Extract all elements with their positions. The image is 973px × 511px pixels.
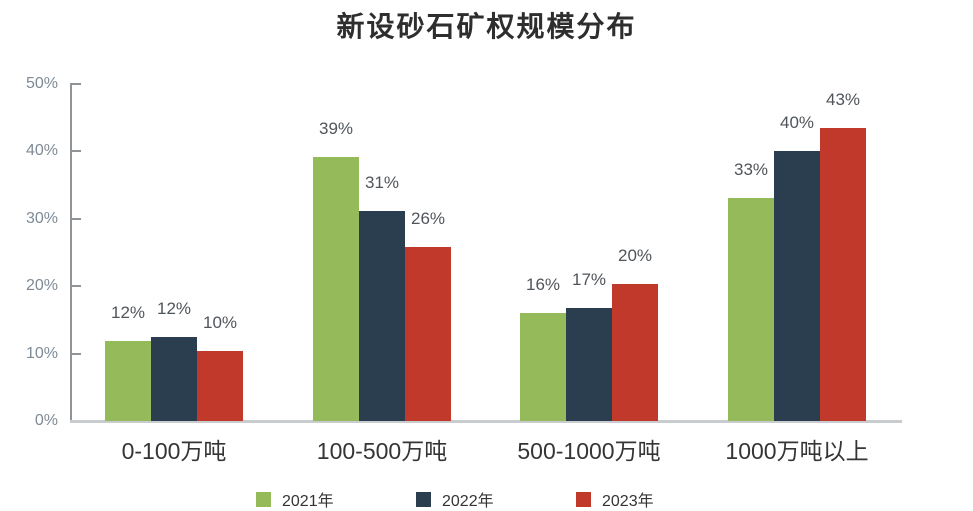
bar: [612, 283, 658, 421]
legend-series-label: 2022年: [442, 493, 494, 510]
bar-value-label: 17%: [571, 269, 607, 289]
bar: [197, 350, 243, 421]
bar: [359, 211, 405, 421]
bar-value-label: 10%: [202, 312, 238, 332]
bar: [774, 151, 820, 421]
bar-value-label: 43%: [825, 89, 861, 109]
x-axis-category-label: 1000万吨以上: [725, 438, 869, 464]
x-axis-category-label: 100-500万吨: [316, 438, 448, 464]
y-axis-tick: [72, 285, 81, 288]
bar-value-label: 33%: [733, 159, 769, 179]
legend-swatch: [256, 491, 271, 507]
legend-series-label: 2021年: [282, 493, 334, 510]
bar-value-label: 39%: [318, 118, 354, 138]
bar: [520, 313, 566, 421]
bar: [405, 247, 451, 421]
y-axis-tick-label: 10%: [25, 344, 58, 362]
legend-item: 2022年: [416, 487, 494, 511]
legend-series-label: 2023年: [602, 493, 654, 510]
y-axis-tick-label: 20%: [25, 277, 58, 295]
y-axis-tick-label: 40%: [25, 142, 58, 160]
legend-swatch: [576, 491, 591, 507]
bar-value-label: 12%: [156, 299, 192, 319]
chart-title: 新设砂石矿权规模分布: [336, 11, 637, 42]
y-axis-tick: [72, 150, 81, 153]
bar-value-label: 20%: [617, 245, 653, 265]
bar-value-label: 31%: [364, 173, 400, 193]
x-axis-category-label: 500-1000万吨: [517, 438, 661, 464]
bar-value-label: 26%: [410, 209, 446, 229]
bar: [313, 156, 359, 421]
bar: [105, 340, 151, 421]
bar: [566, 307, 612, 421]
legend-swatch: [416, 491, 431, 507]
bar: [151, 337, 197, 421]
bar-value-label: 12%: [110, 302, 146, 322]
y-axis-tick: [72, 217, 81, 220]
x-axis-baseline: [70, 420, 902, 423]
bar: [728, 197, 774, 421]
y-axis-tick-label: 0%: [34, 412, 58, 429]
legend-item: 2021年: [256, 487, 334, 511]
y-axis-tick: [72, 352, 81, 355]
y-axis-tick-label: 50%: [25, 75, 58, 92]
legend-item: 2023年: [576, 487, 654, 511]
y-axis-tick-label: 30%: [25, 209, 58, 227]
bar: [820, 127, 866, 421]
y-axis-line: [70, 83, 72, 421]
y-axis-tick: [72, 83, 81, 85]
x-axis-category-label: 0-100万吨: [121, 438, 227, 464]
bar-value-label: 16%: [525, 275, 561, 295]
bar-value-label: 40%: [779, 113, 815, 133]
